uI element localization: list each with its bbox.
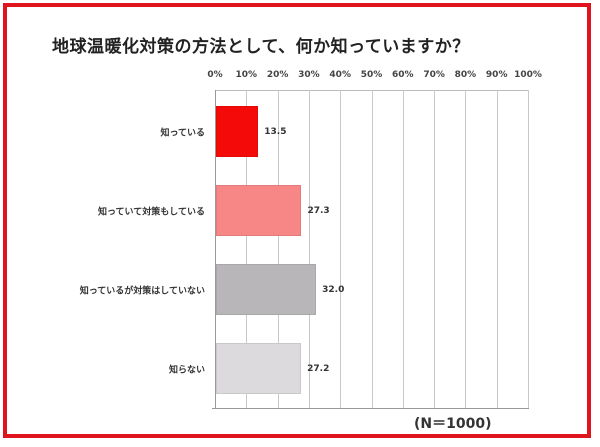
axis-top	[215, 90, 528, 91]
bar	[216, 343, 302, 394]
sample-size-note: (N＝1000)	[414, 416, 492, 432]
chart-title: 地球温暖化対策の方法として、何か知っていますか？	[52, 37, 470, 57]
x-tick-label: 10%	[235, 70, 258, 80]
value-label: 13.5	[264, 127, 287, 137]
bar	[216, 185, 302, 236]
x-tick-label: 50%	[360, 70, 383, 80]
gridline	[372, 90, 373, 408]
bar	[216, 264, 317, 315]
gridline	[465, 90, 466, 408]
x-tick-label: 30%	[298, 70, 320, 80]
x-axis	[212, 408, 529, 409]
x-tick-label: 40%	[329, 70, 351, 80]
x-tick-label: 80%	[454, 70, 477, 80]
gridline	[528, 90, 529, 408]
category-label: 知っている	[160, 128, 205, 139]
x-tick-label: 70%	[423, 70, 445, 80]
gridline	[403, 90, 404, 408]
x-tick-label: 0%	[207, 70, 223, 80]
value-label: 27.3	[307, 206, 330, 216]
red-frame	[3, 3, 591, 438]
gridline	[309, 90, 310, 408]
gridline	[246, 90, 247, 408]
category-label: 知っているが対策はしていない	[79, 286, 205, 297]
value-label: 27.2	[307, 364, 330, 374]
x-tick-label: 90%	[485, 70, 508, 80]
x-tick-label: 60%	[392, 70, 414, 80]
gridline	[340, 90, 341, 408]
x-tick-label: 100%	[514, 70, 542, 80]
bar	[216, 106, 259, 157]
category-label: 知らない	[168, 365, 205, 376]
gridline	[497, 90, 498, 408]
gridline	[434, 90, 435, 408]
gridline	[278, 90, 279, 408]
y-axis	[215, 90, 216, 408]
x-tick-label: 20%	[266, 70, 289, 80]
category-label: 知っていて対策もしている	[97, 207, 205, 218]
value-label: 32.0	[322, 285, 345, 295]
